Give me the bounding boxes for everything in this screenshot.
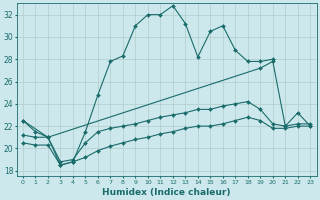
X-axis label: Humidex (Indice chaleur): Humidex (Indice chaleur): [102, 188, 231, 197]
